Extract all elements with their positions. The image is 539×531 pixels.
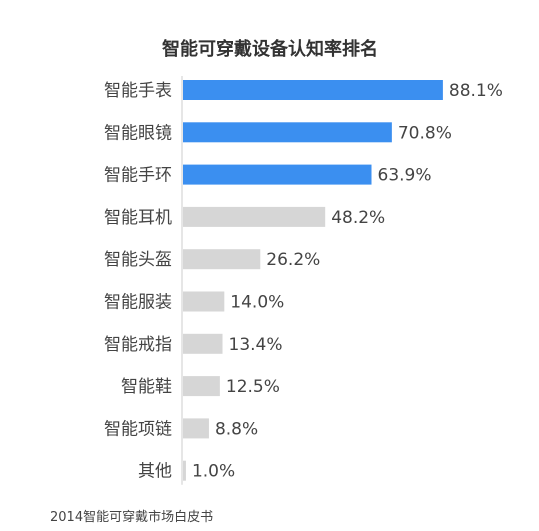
bar <box>183 333 223 354</box>
bar <box>183 122 392 143</box>
category-label: 其他 <box>138 462 172 482</box>
bar <box>183 460 186 481</box>
category-label: 智能耳机 <box>104 208 172 228</box>
category-label: 智能眼镜 <box>104 123 172 143</box>
data-label: 13.4% <box>229 335 283 355</box>
category-label: 智能戒指 <box>104 335 172 355</box>
data-label: 1.0% <box>192 462 235 482</box>
data-label: 63.9% <box>378 166 432 186</box>
data-label: 70.8% <box>398 123 452 143</box>
category-label: 智能鞋 <box>121 377 172 397</box>
bar <box>183 249 261 270</box>
data-label: 14.0% <box>230 293 284 313</box>
bar <box>183 291 225 312</box>
category-label: 智能服装 <box>104 293 172 313</box>
source-note: 2014智能可穿戴市场白皮书 <box>50 509 213 525</box>
category-label: 智能头盔 <box>104 250 172 270</box>
bar <box>183 164 372 185</box>
chart-title: 智能可穿戴设备认知率排名 <box>162 38 378 60</box>
data-label: 8.8% <box>215 419 258 439</box>
data-label: 26.2% <box>266 250 320 270</box>
bar <box>183 206 326 227</box>
data-label: 88.1% <box>449 81 503 101</box>
data-label: 12.5% <box>226 377 280 397</box>
bar <box>183 418 209 439</box>
bar <box>183 376 220 397</box>
category-label: 智能手表 <box>104 81 172 101</box>
bars-layer: 智能手表 88.1% 智能眼镜 70.8% 智能手环 63.9% 智能耳机 48.2% 智能头盔… <box>104 76 503 485</box>
category-label: 智能项链 <box>104 419 172 439</box>
category-label: 智能手环 <box>104 166 172 186</box>
bar <box>183 80 443 100</box>
data-label: 48.2% <box>331 208 385 228</box>
